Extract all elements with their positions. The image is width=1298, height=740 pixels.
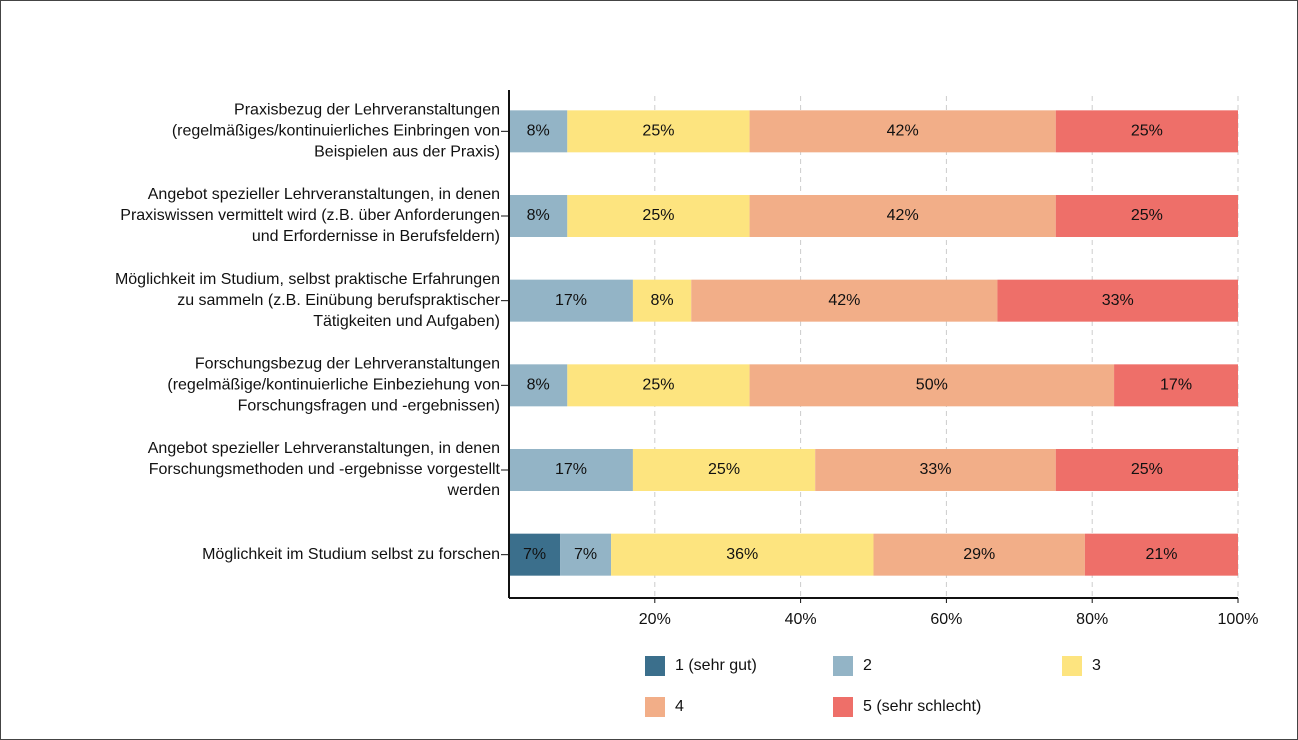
value-label: 25% — [642, 207, 674, 224]
legend-label: 5 (sehr schlecht) — [863, 698, 981, 715]
value-label: 8% — [527, 207, 550, 224]
y-tick-label: werden — [447, 482, 500, 499]
legend-swatch — [645, 656, 665, 676]
bar-segment — [509, 110, 568, 153]
value-label: 33% — [919, 461, 951, 478]
legend-swatch — [833, 656, 853, 676]
value-label: 8% — [527, 377, 550, 394]
legend-swatch — [833, 697, 853, 717]
y-tick-label: Angebot spezieller Lehrveranstaltungen, … — [148, 440, 500, 457]
x-tick-label: 100% — [1218, 611, 1259, 628]
value-label: 29% — [963, 546, 995, 563]
bar-segment — [567, 195, 750, 237]
y-tick-label: Forschungsfragen und -ergebnissen) — [238, 398, 500, 415]
value-label: 25% — [642, 123, 674, 140]
bar-segment — [567, 110, 750, 153]
y-tick-label: Möglichkeit im Studium selbst zu forsche… — [202, 546, 500, 563]
bar-segment — [1055, 110, 1238, 153]
value-label: 36% — [726, 546, 758, 563]
legend-label: 3 — [1092, 657, 1101, 674]
y-tick-label: Angebot spezieller Lehrveranstaltungen, … — [148, 186, 500, 203]
value-label: 25% — [1131, 123, 1163, 140]
value-label: 42% — [828, 292, 860, 309]
bar-segment — [1084, 533, 1238, 576]
y-tick-label: zu sammeln (z.B. Einübung berufspraktisc… — [177, 292, 500, 309]
y-tick-label: Möglichkeit im Studium, selbst praktisch… — [115, 271, 500, 288]
value-label: 25% — [1131, 461, 1163, 478]
bar-segment — [509, 364, 568, 407]
x-tick-label: 20% — [639, 611, 671, 628]
y-tick-label: Forschungsbezug der Lehrveranstaltungen — [195, 356, 500, 373]
bar-segment — [632, 279, 692, 322]
legend-label: 4 — [675, 698, 684, 715]
legend-swatch — [1062, 656, 1082, 676]
legend-label: 1 (sehr gut) — [675, 657, 757, 674]
value-label: 7% — [523, 546, 546, 563]
value-label: 33% — [1102, 292, 1134, 309]
y-tick-label: Beispielen aus der Praxis) — [314, 144, 500, 161]
value-label: 50% — [916, 377, 948, 394]
x-tick-label: 40% — [785, 611, 817, 628]
bar-segment — [873, 533, 1085, 576]
bar-segment — [815, 449, 1056, 491]
bar-segment — [560, 533, 612, 576]
legend-swatch — [645, 697, 665, 717]
bar-segment — [611, 533, 874, 576]
bar-segment — [749, 195, 1056, 237]
bar-segment — [1114, 364, 1238, 407]
x-tick-label: 60% — [930, 611, 962, 628]
value-label: 25% — [642, 377, 674, 394]
y-tick-label: Forschungsmethoden und ‑ergebnisse vorge… — [149, 461, 501, 478]
y-tick-label: Praxisbezug der Lehrveranstaltungen — [234, 102, 500, 119]
bar-segment — [509, 279, 633, 322]
bar-segment — [567, 364, 750, 407]
bar-segment — [749, 364, 1115, 407]
bar-segment — [509, 533, 561, 576]
value-label: 42% — [887, 207, 919, 224]
value-label: 42% — [887, 123, 919, 140]
y-tick-label: (regelmäßige/kontinuierliche Einbeziehun… — [167, 377, 500, 394]
y-tick-label: Tätigkeiten und Aufgaben) — [313, 313, 500, 330]
bar-segment — [691, 279, 998, 322]
value-label: 17% — [555, 292, 587, 309]
value-label: 8% — [651, 292, 674, 309]
x-tick-label: 80% — [1076, 611, 1108, 628]
y-tick-label: (regelmäßiges/kontinuierliches Einbringe… — [172, 123, 500, 140]
bar-segment — [509, 195, 568, 237]
value-label: 17% — [1160, 377, 1192, 394]
value-label: 25% — [1131, 207, 1163, 224]
value-label: 21% — [1145, 546, 1177, 563]
y-tick-label: Praxiswissen vermittelt wird (z.B. über … — [120, 207, 500, 224]
bar-segment — [509, 449, 633, 491]
legend-label: 2 — [863, 657, 872, 674]
bar-segment — [632, 449, 816, 491]
bar-segment — [997, 279, 1238, 322]
bar-segment — [1055, 195, 1238, 237]
y-tick-label: und Erfordernisse in Berufsfeldern) — [252, 228, 500, 245]
bar-segment — [749, 110, 1056, 153]
value-label: 7% — [574, 546, 597, 563]
bar-segment — [1055, 449, 1238, 491]
value-label: 8% — [527, 123, 550, 140]
value-label: 17% — [555, 461, 587, 478]
value-label: 25% — [708, 461, 740, 478]
